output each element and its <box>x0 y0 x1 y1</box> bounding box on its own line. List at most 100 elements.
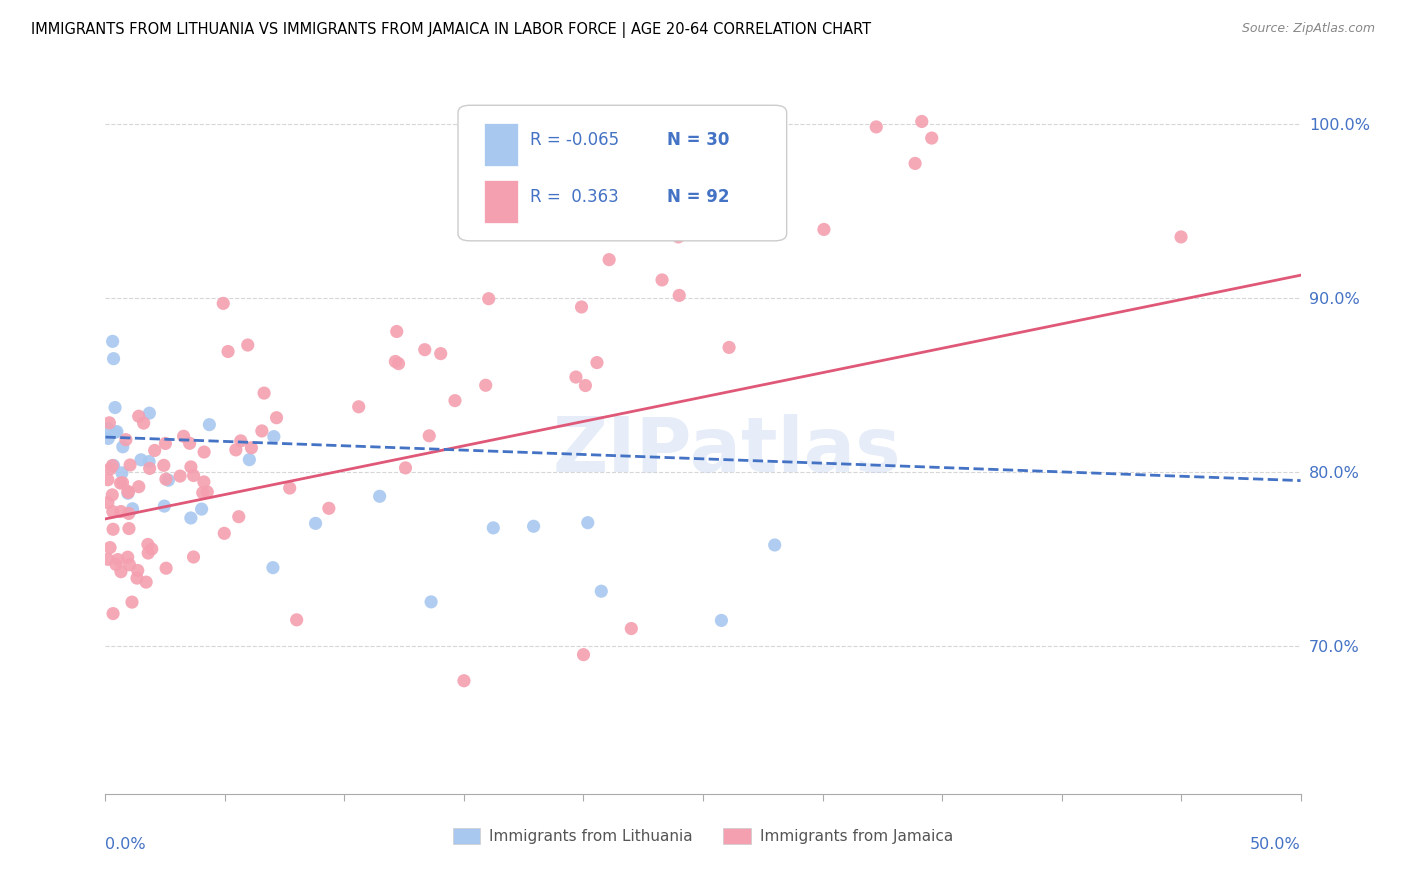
Point <box>262 560 284 574</box>
Point <box>129 452 152 467</box>
Point <box>107 552 129 566</box>
Point <box>212 296 235 310</box>
Point <box>143 443 166 458</box>
Point <box>97 495 120 509</box>
Point <box>718 340 741 354</box>
Point <box>759 0 782 10</box>
Point <box>735 171 758 186</box>
Legend: Immigrants from Lithuania, Immigrants from Jamaica: Immigrants from Lithuania, Immigrants fr… <box>447 822 959 850</box>
Point <box>586 355 609 369</box>
Point <box>385 325 408 339</box>
Point <box>180 459 202 474</box>
Point <box>153 499 176 513</box>
Point <box>97 432 120 446</box>
Point <box>195 485 218 500</box>
Point <box>111 440 134 454</box>
Text: 50.0%: 50.0% <box>1250 837 1301 852</box>
Point <box>318 501 340 516</box>
Point <box>813 222 835 236</box>
Point <box>117 550 139 565</box>
Point <box>132 416 155 430</box>
Point <box>565 370 588 384</box>
Point <box>482 521 505 535</box>
Point <box>121 595 143 609</box>
Point <box>384 354 406 368</box>
Point <box>214 526 236 541</box>
Point <box>128 409 150 424</box>
Point <box>1170 230 1192 244</box>
Point <box>523 519 546 533</box>
Point <box>98 541 121 555</box>
Point <box>763 538 786 552</box>
Point <box>101 607 124 621</box>
Point <box>97 552 120 566</box>
Point <box>179 436 201 450</box>
Point <box>304 516 326 531</box>
Point <box>668 288 690 302</box>
Point <box>474 378 496 392</box>
Point <box>110 504 132 518</box>
Point <box>125 571 148 585</box>
Point <box>117 485 139 500</box>
Point <box>225 442 247 457</box>
Point <box>198 417 221 432</box>
Point <box>478 292 501 306</box>
Point <box>101 522 124 536</box>
Point <box>418 429 440 443</box>
Point <box>138 454 160 468</box>
Point <box>101 458 124 473</box>
Text: Source: ZipAtlas.com: Source: ZipAtlas.com <box>1241 22 1375 36</box>
Point <box>152 458 174 473</box>
Point <box>97 473 120 487</box>
FancyBboxPatch shape <box>458 105 787 241</box>
Point <box>155 472 177 486</box>
Text: N = 92: N = 92 <box>666 187 730 205</box>
Point <box>110 476 132 491</box>
Point <box>285 613 308 627</box>
Point <box>98 416 121 430</box>
Point <box>111 466 134 480</box>
Point <box>97 422 120 436</box>
Point <box>190 502 212 516</box>
Point <box>347 400 370 414</box>
Point <box>236 338 259 352</box>
Point <box>368 489 391 503</box>
Point <box>118 522 141 536</box>
Text: R = -0.065: R = -0.065 <box>530 130 619 148</box>
Point <box>429 346 451 360</box>
Point <box>716 178 738 192</box>
Point <box>572 648 595 662</box>
Point <box>574 378 596 392</box>
Point <box>117 486 139 500</box>
Point <box>620 622 643 636</box>
Point <box>104 425 127 440</box>
Text: IMMIGRANTS FROM LITHUANIA VS IMMIGRANTS FROM JAMAICA IN LABOR FORCE | AGE 20-64 : IMMIGRANTS FROM LITHUANIA VS IMMIGRANTS … <box>31 22 872 38</box>
Point <box>651 273 673 287</box>
Point <box>571 300 593 314</box>
Point <box>118 558 141 572</box>
Text: R =  0.363: R = 0.363 <box>530 187 619 205</box>
Point <box>117 484 139 499</box>
Point <box>394 461 416 475</box>
Point <box>263 429 285 443</box>
Point <box>115 433 138 447</box>
Point <box>240 441 263 455</box>
Point <box>169 469 191 483</box>
Point <box>157 473 180 487</box>
Point <box>420 595 443 609</box>
Point <box>710 614 733 628</box>
Point <box>229 434 252 448</box>
Point <box>238 452 260 467</box>
Point <box>666 230 689 244</box>
Point <box>921 131 943 145</box>
Point <box>696 226 718 240</box>
Point <box>173 429 195 443</box>
Point <box>193 475 215 489</box>
Point <box>105 425 128 439</box>
Point <box>444 393 467 408</box>
Point <box>413 343 436 357</box>
Point <box>191 485 214 500</box>
Point <box>127 564 149 578</box>
Point <box>453 673 475 688</box>
Point <box>387 357 409 371</box>
